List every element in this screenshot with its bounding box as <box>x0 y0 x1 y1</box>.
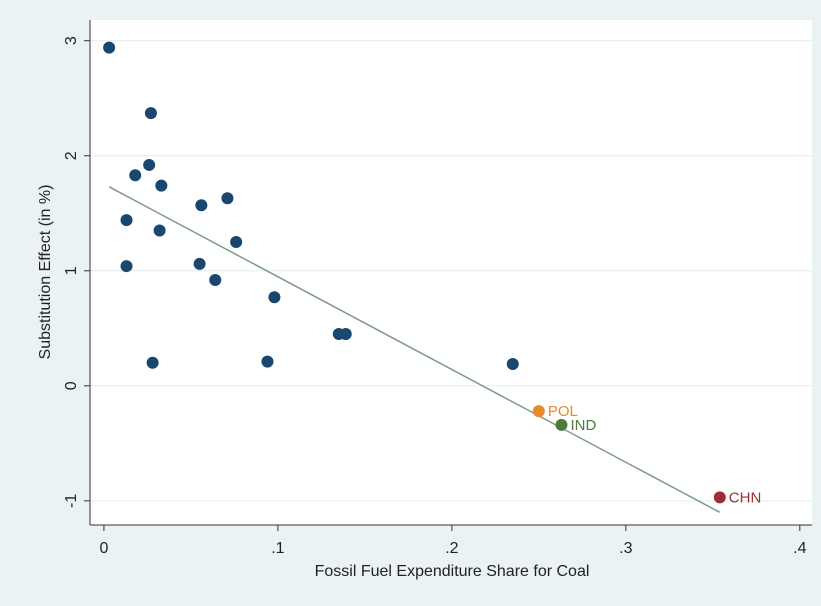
y-axis-title: Substitution Effect (in %) <box>37 185 54 360</box>
point <box>146 356 159 369</box>
point <box>144 107 157 120</box>
point <box>261 355 274 368</box>
x-tick-label: .1 <box>271 540 284 557</box>
point <box>143 158 156 171</box>
point <box>221 192 234 205</box>
point <box>268 291 281 304</box>
point <box>195 199 208 212</box>
x-tick-label: 0 <box>99 540 108 557</box>
point <box>103 41 116 54</box>
point <box>129 169 142 182</box>
point <box>193 257 206 270</box>
point <box>120 260 133 273</box>
x-tick-label: .3 <box>619 540 632 557</box>
point-label: IND <box>570 417 596 434</box>
point <box>120 214 133 227</box>
x-tick-label: .2 <box>445 540 458 557</box>
labeled-point <box>713 491 726 504</box>
y-tick-label: 3 <box>63 36 80 45</box>
labeled-point <box>532 405 545 418</box>
x-tick-label: .4 <box>793 540 806 557</box>
x-axis-title: Fossil Fuel Expenditure Share for Coal <box>315 563 590 580</box>
y-tick-label: 2 <box>63 151 80 160</box>
point <box>153 224 166 237</box>
y-tick-label: 1 <box>63 266 80 275</box>
fit-line <box>108 186 721 514</box>
point-label: CHN <box>729 489 762 506</box>
plot-area <box>90 20 812 525</box>
point <box>506 357 519 370</box>
point <box>155 179 168 192</box>
point <box>230 236 243 249</box>
point-label: POL <box>548 403 578 420</box>
point <box>339 328 352 341</box>
y-tick-label: 0 <box>63 381 80 390</box>
labeled-point <box>555 418 568 431</box>
point <box>209 273 222 286</box>
y-tick-label: -1 <box>63 494 80 508</box>
